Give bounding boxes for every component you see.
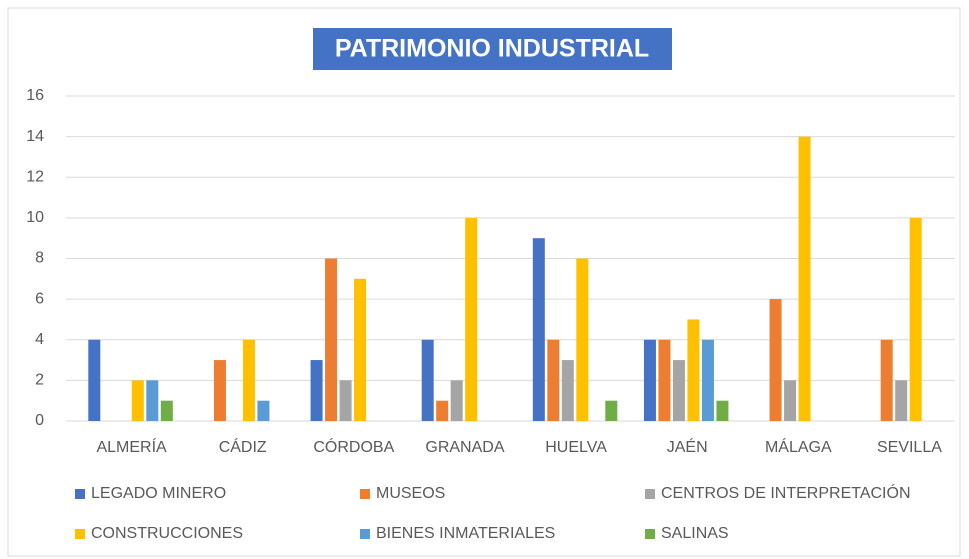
bar — [160, 400, 173, 421]
legend-label: CENTROS DE INTERPRETACIÓN — [661, 483, 911, 502]
bar — [339, 380, 352, 421]
y-tick-label: 0 — [35, 412, 44, 429]
bar — [213, 360, 226, 421]
bar — [769, 299, 782, 421]
legend-swatch — [645, 489, 655, 499]
bar — [798, 136, 811, 421]
bar — [325, 258, 338, 421]
bar — [88, 339, 101, 421]
x-tick-label: ALMERÍA — [96, 437, 167, 456]
bar — [576, 258, 589, 421]
legend-label: CONSTRUCCIONES — [91, 525, 243, 542]
bar — [532, 238, 545, 421]
bar — [257, 400, 270, 421]
bar — [643, 339, 656, 421]
y-tick-label: 8 — [35, 250, 44, 267]
legend-swatch — [645, 529, 655, 539]
y-tick-label: 4 — [35, 331, 44, 348]
y-tick-label: 6 — [35, 290, 44, 307]
legend-label: BIENES INMATERIALES — [376, 525, 555, 542]
bar — [784, 380, 797, 421]
x-tick-label: JAÉN — [667, 437, 708, 456]
bar — [701, 339, 714, 421]
bar — [605, 400, 618, 421]
chart-frame — [7, 7, 961, 557]
bar — [687, 319, 700, 421]
bar — [909, 217, 922, 421]
bar — [895, 380, 908, 421]
bar — [465, 217, 478, 421]
legend-label: LEGADO MINERO — [91, 485, 226, 502]
x-tick-label: HUELVA — [545, 439, 607, 456]
x-tick-label: MÁLAGA — [765, 437, 832, 456]
y-tick-label: 12 — [26, 168, 44, 185]
bar — [716, 400, 729, 421]
x-tick-label: CÓRDOBA — [313, 437, 394, 456]
legend-swatch — [75, 529, 85, 539]
bar — [242, 339, 255, 421]
legend-swatch — [360, 529, 370, 539]
legend-swatch — [360, 489, 370, 499]
bar — [310, 360, 323, 421]
y-tick-label: 14 — [26, 128, 44, 145]
y-tick-label: 2 — [35, 372, 44, 389]
x-tick-label: GRANADA — [425, 439, 504, 456]
bar — [354, 278, 367, 421]
x-tick-label: CÁDIZ — [219, 437, 267, 456]
bar — [658, 339, 671, 421]
x-tick-label: SEVILLA — [877, 439, 942, 456]
bar — [131, 380, 144, 421]
bar — [561, 360, 574, 421]
bar — [421, 339, 434, 421]
bar — [547, 339, 560, 421]
chart-title: PATRIMONIO INDUSTRIAL — [335, 35, 649, 63]
bar — [450, 380, 463, 421]
y-tick-label: 16 — [26, 87, 44, 104]
title-box — [313, 28, 672, 70]
bar — [880, 339, 893, 421]
y-tick-label: 10 — [26, 209, 44, 226]
legend-swatch — [75, 489, 85, 499]
legend-label: SALINAS — [661, 525, 729, 542]
bar — [672, 360, 685, 421]
legend-label: MUSEOS — [376, 485, 445, 502]
bar — [146, 380, 159, 421]
bar — [436, 400, 449, 421]
